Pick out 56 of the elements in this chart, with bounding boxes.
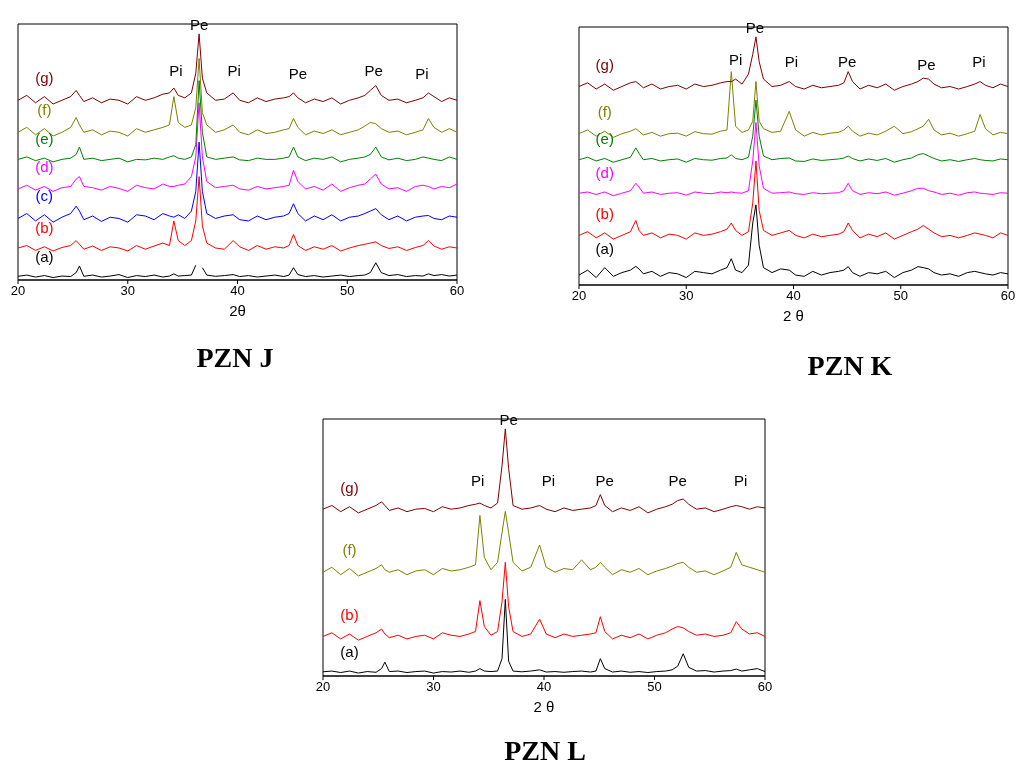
x-tick-label: 60 xyxy=(449,283,465,299)
x-tick-label: 50 xyxy=(893,288,908,304)
x-tick-label: 40 xyxy=(536,679,552,695)
series-label: (b) xyxy=(35,218,54,236)
x-tick-label: 40 xyxy=(230,283,245,299)
x-tick-label: 50 xyxy=(340,283,355,299)
annotation: Pe xyxy=(837,53,857,71)
x-axis-title: 2θ xyxy=(229,302,246,319)
text: PZN J xyxy=(195,342,275,374)
series-label: (b) xyxy=(340,605,359,623)
series-label: (f) xyxy=(37,100,52,118)
x-tick-label: 20 xyxy=(10,283,26,299)
x-tick-label: 20 xyxy=(315,679,331,695)
series-label: (b) xyxy=(595,204,614,222)
annotation: Pe xyxy=(288,64,308,82)
x-axis-title: 2 θ xyxy=(533,698,555,715)
x-axis-title: 2 θ xyxy=(783,307,804,324)
annotation: Pe xyxy=(595,472,614,490)
text: Pe xyxy=(189,15,209,33)
x-tick-label: 30 xyxy=(426,679,441,695)
annotation: Pe xyxy=(364,62,383,80)
series-label: (d) xyxy=(595,163,614,181)
annotation: Pe xyxy=(668,472,687,490)
annotation: Pi xyxy=(784,53,799,71)
annotation: Pe xyxy=(917,55,936,73)
series-label: (a) xyxy=(340,643,359,661)
text: Pe xyxy=(499,410,518,428)
x-tick-label: 20 xyxy=(571,288,587,304)
x-tick-label: 60 xyxy=(757,679,773,695)
series-label: (a) xyxy=(595,239,614,257)
series-label: (e) xyxy=(595,130,614,148)
annotation: Pi xyxy=(227,62,241,80)
series-label: (f) xyxy=(597,103,612,121)
series-label: (g) xyxy=(35,68,54,86)
series-label: (a) xyxy=(35,247,54,265)
text: Pe xyxy=(745,18,765,36)
text: PZN K xyxy=(806,350,894,382)
series-label: (d) xyxy=(35,158,54,176)
series-label: (c) xyxy=(35,186,54,204)
series-label: (f) xyxy=(342,540,357,558)
series-label: (g) xyxy=(595,56,614,74)
x-tick-label: 40 xyxy=(786,288,801,304)
x-tick-label: 30 xyxy=(120,283,135,299)
annotation: Pi xyxy=(541,472,556,490)
annotation: Pi xyxy=(169,62,183,80)
annotation: Pi xyxy=(734,472,748,490)
series-label: (e) xyxy=(35,130,54,148)
annotation: Pi xyxy=(415,64,429,82)
annotation: Pi xyxy=(471,472,485,490)
text: PZN L xyxy=(503,735,587,767)
annotation: Pi xyxy=(972,53,986,71)
x-tick-label: 60 xyxy=(1000,288,1016,304)
x-tick-label: 30 xyxy=(679,288,694,304)
annotation: Pi xyxy=(728,50,743,68)
x-tick-label: 50 xyxy=(647,679,662,695)
series-label: (g) xyxy=(340,478,359,496)
